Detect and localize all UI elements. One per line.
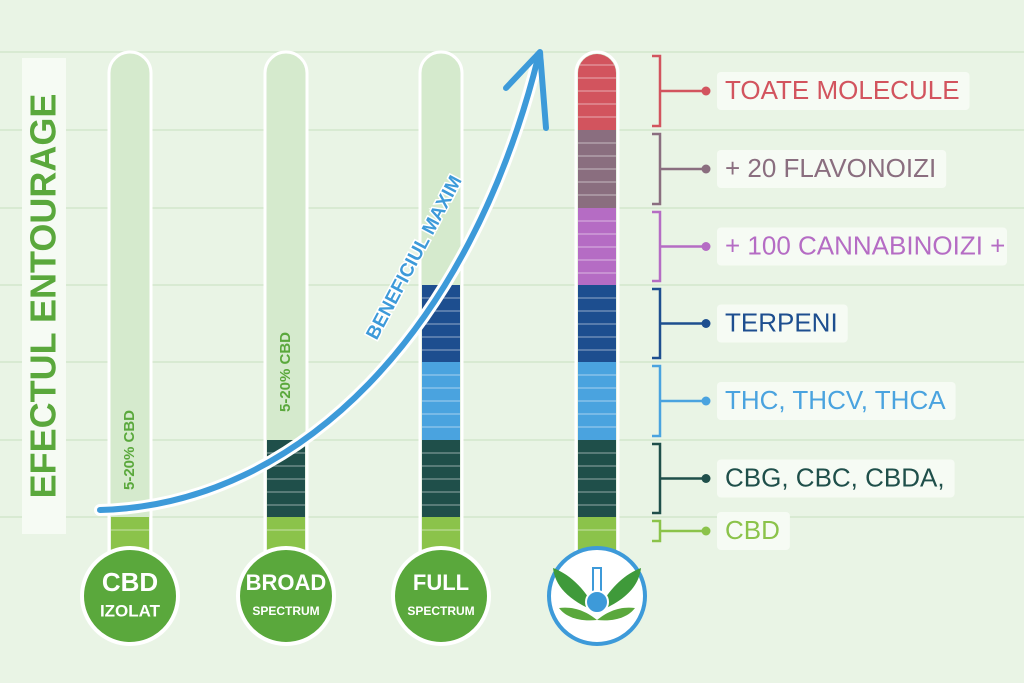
bulb-sublabel: SPECTRUM <box>252 604 319 618</box>
label-box <box>717 512 790 550</box>
tube-segment <box>422 440 460 517</box>
bulb-label: BROAD <box>246 570 327 595</box>
tube-segment <box>578 362 616 440</box>
thermometers: CBD IZOLAT 5-20% CBD BROAD SPECTRUM 5-20% CBD… <box>80 50 647 646</box>
flask-neck <box>592 567 602 593</box>
bulb-sublabel: SPECTRUM <box>407 604 474 618</box>
leaf <box>597 607 635 621</box>
legend-label: TOATE MOLECULE <box>725 75 960 105</box>
label-box <box>717 304 848 343</box>
legend-item: CBD <box>652 512 790 550</box>
legend-item: TERPENI <box>652 287 848 360</box>
legend-item: TOATE MOLECULE <box>652 54 970 128</box>
legend-label: TERPENI <box>725 307 838 337</box>
legend-dot <box>701 526 711 536</box>
bulb <box>391 546 491 646</box>
tube-segment <box>578 208 616 285</box>
leaf <box>559 607 597 621</box>
legend: TOATE MOLECULE + 20 FLAVONOIZI + 100 CANNA… <box>652 54 1007 550</box>
legend-item: THC, THCV, THCA <box>652 364 956 438</box>
arrow <box>94 49 549 516</box>
legend-dot <box>701 86 711 96</box>
tube-segment <box>578 130 616 208</box>
arrow-head <box>503 49 549 131</box>
concentration-label: 5-20% CBD <box>277 332 294 412</box>
tube-segment <box>578 54 616 130</box>
label-box <box>717 382 956 420</box>
tube <box>107 50 153 574</box>
concentration-label: 5-20% CBD <box>121 410 138 490</box>
legend-label: CBD <box>725 515 780 545</box>
legend-dot <box>701 474 711 483</box>
label-box <box>717 72 970 110</box>
legend-dot <box>701 319 711 328</box>
legend-item: + 100 CANNABINOIZI + <box>652 210 1007 283</box>
side-title-box <box>22 58 66 534</box>
legend-label: + 20 FLAVONOIZI <box>725 153 936 183</box>
flask <box>585 590 609 614</box>
arrow-shaft <box>97 55 541 513</box>
legend-label: + 100 CANNABINOIZI + <box>725 230 1005 260</box>
legend-dot <box>701 164 711 174</box>
legend-item: CBG, CBC, CBDA, <box>652 442 955 515</box>
tube-segment <box>578 440 616 517</box>
bulb <box>80 546 180 646</box>
tube-fill <box>578 54 616 574</box>
bulb <box>236 546 336 646</box>
tube-fill <box>422 285 460 574</box>
label-box <box>717 459 955 498</box>
logo-icon <box>553 567 641 621</box>
tube-segment <box>422 362 460 440</box>
side-title: EFECTUL ENTOURAGE <box>23 94 64 499</box>
label-box <box>717 150 947 188</box>
legend-dot <box>701 396 711 406</box>
bulb-sublabel: IZOLAT <box>100 601 161 620</box>
tube-segment <box>578 285 616 362</box>
legend-label: CBG, CBC, CBDA, <box>725 462 945 492</box>
legend-item: + 20 FLAVONOIZI <box>652 132 947 206</box>
bulb-label: CBD <box>102 567 158 597</box>
legend-dot <box>701 242 711 251</box>
legend-label: THC, THCV, THCA <box>725 385 946 415</box>
label-box <box>717 227 1007 266</box>
bulb-label: FULL <box>413 570 469 595</box>
